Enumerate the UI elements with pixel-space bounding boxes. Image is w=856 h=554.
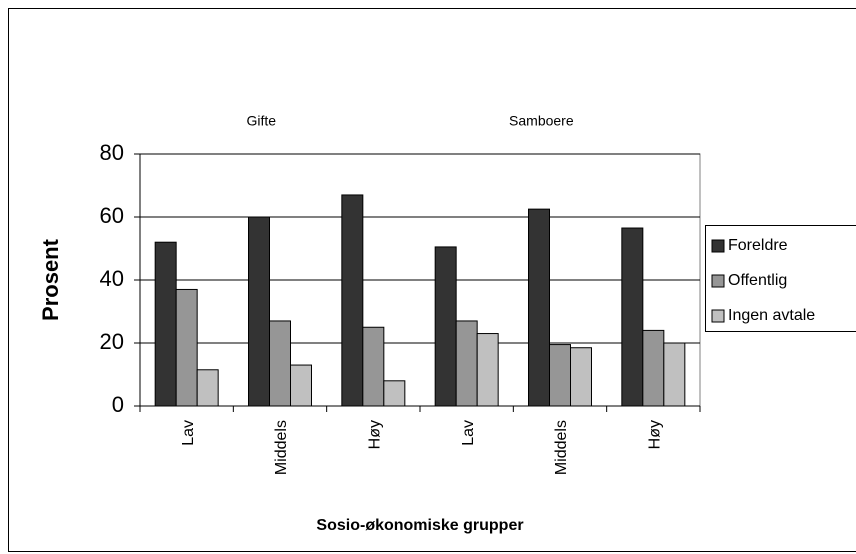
bar xyxy=(290,364,312,407)
y-tick-label: 20 xyxy=(100,329,124,354)
group-label: Samboere xyxy=(509,113,574,129)
legend-swatch xyxy=(711,239,725,253)
x-tick-label: Høy xyxy=(367,420,384,449)
bar xyxy=(434,246,457,407)
bar xyxy=(549,344,571,407)
bar xyxy=(570,347,592,407)
bar xyxy=(455,320,478,407)
x-tick-label: Middels xyxy=(553,420,570,475)
bar xyxy=(621,227,644,407)
bar xyxy=(642,329,665,407)
y-tick-label: 40 xyxy=(100,266,124,291)
bar xyxy=(248,216,270,407)
x-tick-label: Lav xyxy=(180,420,197,446)
y-tick-label: 60 xyxy=(100,203,124,228)
bar xyxy=(154,241,177,407)
bar xyxy=(362,326,385,407)
bar xyxy=(663,342,686,407)
x-tick-label: Middels xyxy=(273,420,290,475)
x-axis-title: Sosio-økonomiske grupper xyxy=(316,517,523,534)
bar xyxy=(175,288,198,407)
bar xyxy=(528,208,550,407)
y-axis-title: Prosent xyxy=(38,238,63,321)
bar xyxy=(476,333,499,407)
group-label: Gifte xyxy=(247,113,277,129)
legend-box xyxy=(705,225,856,332)
bar xyxy=(383,380,406,407)
bar xyxy=(341,194,364,407)
legend-swatch xyxy=(711,274,725,288)
legend-label: Ingen avtale xyxy=(728,307,815,324)
legend-label: Offentlig xyxy=(728,272,787,289)
y-tick-label: 0 xyxy=(112,392,124,417)
x-tick-label: Høy xyxy=(647,420,664,449)
y-tick-label: 80 xyxy=(100,140,124,165)
x-tick-label: Lav xyxy=(460,420,477,446)
bar xyxy=(269,320,291,407)
bar xyxy=(196,369,219,407)
legend-label: Foreldre xyxy=(728,237,788,254)
legend-swatch xyxy=(711,309,725,323)
